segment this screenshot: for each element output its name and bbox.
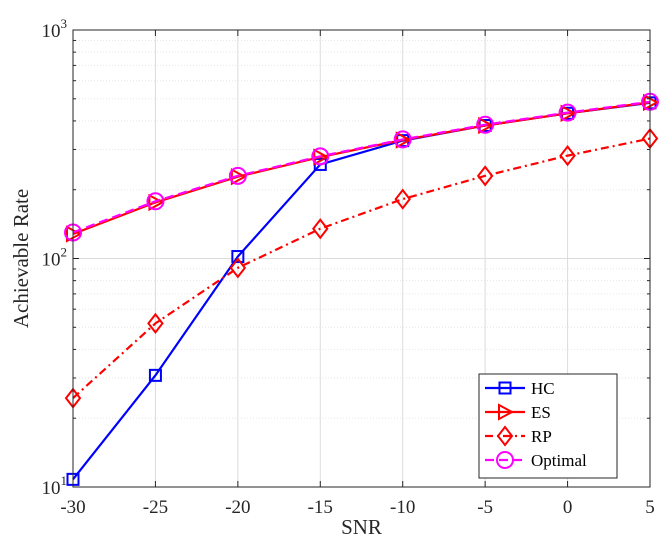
legend-marker-rp	[496, 425, 514, 447]
legend-entry-optimal: Optimal	[485, 451, 587, 470]
data-point-optimal	[228, 166, 247, 185]
y-tick-label: 103	[42, 16, 68, 42]
data-point-hc	[148, 368, 162, 382]
x-tick-label: 0	[563, 497, 573, 518]
data-point-optimal	[476, 115, 495, 134]
data-point-optimal	[311, 147, 330, 166]
legend-label-optimal: Optimal	[531, 451, 587, 470]
y-axis-label: Achievable Rate	[9, 189, 33, 328]
legend-label-es: ES	[531, 403, 551, 422]
data-point-rp	[476, 165, 494, 187]
data-point-rp	[312, 218, 329, 240]
legend-marker-hc	[498, 381, 512, 395]
legend-entry-rp: RP	[485, 425, 552, 447]
legend-label-rp: RP	[531, 427, 552, 446]
series-rp	[64, 127, 659, 409]
x-tick-label: -5	[477, 497, 493, 518]
grid	[73, 30, 650, 487]
y-tick-label: 101	[42, 473, 68, 499]
x-tick-label: -30	[60, 497, 85, 518]
series-line-rp	[72, 137, 651, 399]
data-point-hc	[231, 250, 245, 264]
data-point-es	[148, 193, 165, 212]
series-line-optimal	[72, 100, 651, 234]
data-point-rp	[394, 188, 411, 210]
series-layer	[64, 92, 660, 486]
data-point-rp	[559, 144, 576, 167]
data-point-rp	[147, 312, 164, 335]
x-tick-label: -20	[225, 497, 250, 518]
y-tick-label: 102	[42, 245, 68, 271]
data-point-optimal	[393, 130, 412, 149]
data-point-optimal	[146, 192, 165, 211]
legend-marker-optimal	[496, 451, 514, 469]
legend-marker-es	[498, 403, 515, 421]
x-tick-label: -25	[143, 497, 168, 518]
data-point-optimal	[558, 103, 577, 122]
x-tick-label: -10	[390, 497, 415, 518]
legend-label-hc: HC	[531, 379, 555, 398]
ticks: -30 -25 -20 -15 -10 -5 0 5 101 102 103	[42, 16, 655, 518]
x-axis-label: SNR	[341, 515, 382, 539]
legend-entry-hc: HC	[485, 379, 555, 398]
x-tick-label: -15	[308, 497, 333, 518]
legend: HC ES RP Optimal	[478, 373, 618, 479]
data-point-rp	[229, 257, 247, 279]
legend-box	[478, 373, 618, 479]
x-tick-label: 5	[645, 497, 655, 518]
legend-entry-es: ES	[485, 403, 551, 422]
